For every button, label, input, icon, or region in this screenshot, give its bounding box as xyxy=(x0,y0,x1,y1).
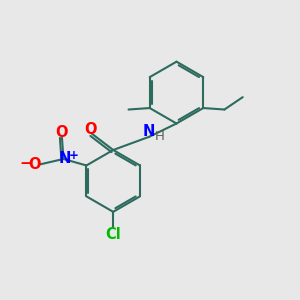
Text: N: N xyxy=(59,152,71,166)
Text: O: O xyxy=(84,122,97,137)
Text: H: H xyxy=(154,130,164,143)
Text: −: − xyxy=(20,156,32,171)
Text: O: O xyxy=(56,125,68,140)
Text: O: O xyxy=(28,157,40,172)
Text: N: N xyxy=(143,124,155,139)
Text: +: + xyxy=(69,149,79,162)
Text: Cl: Cl xyxy=(105,227,121,242)
